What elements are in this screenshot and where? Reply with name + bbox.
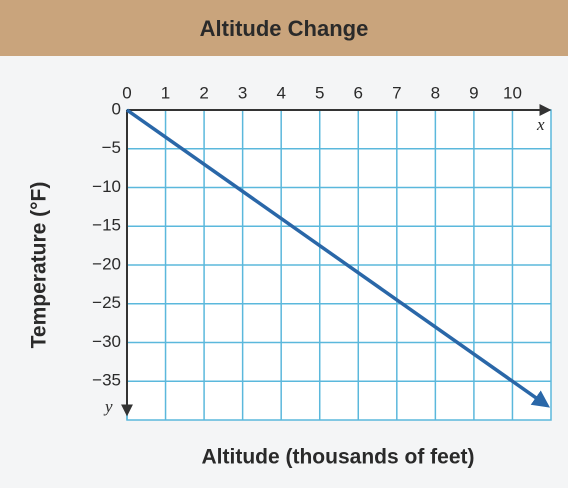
chart-title: Altitude Change bbox=[200, 16, 369, 41]
x-tick-label: 10 bbox=[503, 83, 522, 102]
x-tick-label: 3 bbox=[238, 83, 247, 102]
x-tick-label: 8 bbox=[431, 83, 440, 102]
y-tick-label: −20 bbox=[92, 254, 121, 273]
x-tick-label: 7 bbox=[392, 83, 401, 102]
x-tick-label: 0 bbox=[122, 83, 131, 102]
y-axis-label: Temperature (°F) bbox=[28, 182, 51, 349]
x-axis-symbol: x bbox=[536, 115, 545, 134]
x-tick-label: 9 bbox=[469, 83, 478, 102]
x-axis-label: Altitude (thousands of feet) bbox=[202, 446, 475, 469]
data-line bbox=[125, 108, 551, 408]
title-bar bbox=[0, 0, 568, 56]
y-tick-label: 0 bbox=[112, 99, 121, 118]
x-tick-label: 4 bbox=[276, 83, 285, 102]
y-tick-label: −25 bbox=[92, 293, 121, 312]
x-tick-label: 2 bbox=[199, 83, 208, 102]
x-tick-label: 6 bbox=[354, 83, 363, 102]
y-tick-label: −5 bbox=[102, 138, 121, 157]
x-tick-label: 5 bbox=[315, 83, 324, 102]
y-tick-label: −10 bbox=[92, 177, 121, 196]
y-axis-symbol: y bbox=[103, 397, 113, 416]
y-tick-label: −30 bbox=[92, 332, 121, 351]
y-tick-label: −15 bbox=[92, 216, 121, 235]
x-tick-label: 1 bbox=[161, 83, 170, 102]
y-tick-label: −35 bbox=[92, 371, 121, 390]
